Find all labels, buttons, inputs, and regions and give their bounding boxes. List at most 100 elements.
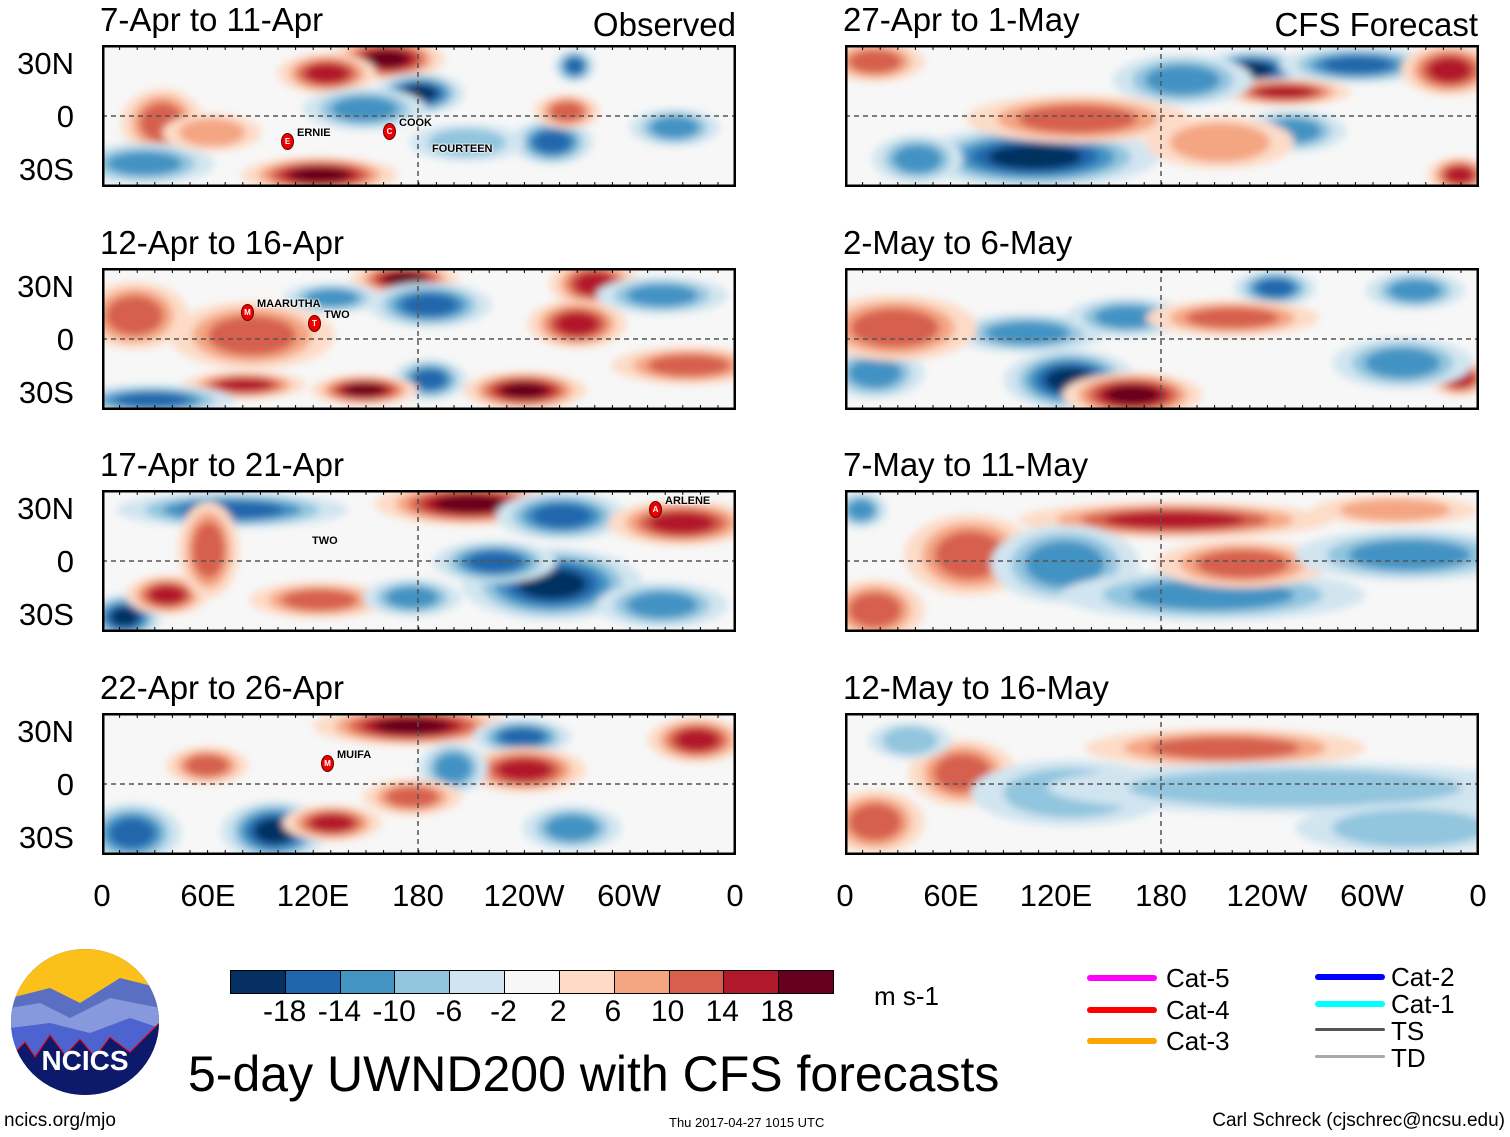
wind-contour <box>848 803 902 841</box>
panel-title: 27-Apr to 1-May <box>843 1 1080 38</box>
legend-label: Cat-5 <box>1166 963 1230 993</box>
wind-contour <box>107 151 182 176</box>
lon-label: 180 <box>392 878 444 913</box>
storm-marker: E <box>281 133 294 150</box>
wind-contour <box>934 531 1006 579</box>
colorbar-swatch <box>340 971 396 993</box>
wind-contour <box>555 312 599 336</box>
lon-label: 60W <box>1340 878 1404 913</box>
lat-label: 30N <box>17 491 74 526</box>
lon-label: 60W <box>597 878 661 913</box>
lon-label: 120E <box>276 878 350 913</box>
wind-anomaly-map <box>102 268 736 410</box>
storm-label: ERNIE <box>297 127 331 139</box>
lon-label: 0 <box>93 878 111 913</box>
lat-label: 0 <box>56 544 74 579</box>
wind-contour <box>549 101 585 122</box>
observed-label: Observed <box>592 6 736 43</box>
colorbar-tick-label: -18 <box>263 995 307 1028</box>
wind-contour <box>850 308 940 348</box>
wind-anomaly-map <box>845 713 1479 855</box>
footer-timestamp: Thu 2017-04-27 1015 UTC <box>669 1115 825 1130</box>
colorbar-swatch <box>614 971 670 993</box>
colorbar-tick-label: -10 <box>372 995 416 1028</box>
wind-contour <box>1150 736 1300 760</box>
wind-contour <box>305 63 349 84</box>
legend-label: Cat-4 <box>1166 995 1230 1025</box>
wind-contour <box>532 504 592 528</box>
wind-contour <box>1025 541 1105 587</box>
wind-contour <box>1145 65 1220 95</box>
lon-label: 60E <box>180 878 236 913</box>
wind-contour <box>305 289 359 307</box>
panel-title: 12-Apr to 16-Apr <box>100 224 344 261</box>
storm-label: MUIFA <box>337 749 372 761</box>
wind-contour <box>384 272 425 286</box>
lon-label: 120W <box>1226 878 1308 913</box>
wind-anomaly-map <box>845 45 1479 187</box>
colorbar-tick-label: 10 <box>650 995 685 1028</box>
colorbar-swatch <box>450 971 506 993</box>
storm-marker: C <box>383 123 396 140</box>
wind-contour <box>192 521 225 579</box>
wind-contour <box>207 315 297 356</box>
colorbar-tick-label: 14 <box>705 995 739 1028</box>
legend-line <box>1315 1001 1385 1007</box>
wind-contour <box>402 294 457 316</box>
wind-contour <box>1170 123 1270 162</box>
wind-contour <box>1255 85 1315 99</box>
wind-contour <box>848 592 902 628</box>
lat-label: 0 <box>56 322 74 357</box>
wind-anomaly-map <box>102 45 736 187</box>
wind-anomaly-map <box>845 268 1479 410</box>
lat-label: 30S <box>18 597 74 632</box>
storm-label: FOURTEEN <box>432 143 493 155</box>
colorbar-tick-label: -2 <box>490 995 517 1028</box>
wind-contour <box>848 358 902 388</box>
wind-contour <box>1105 511 1245 529</box>
lat-label: 30S <box>18 820 74 855</box>
ncics-logo: NCICS <box>11 949 159 1095</box>
wind-contour <box>846 499 876 521</box>
wind-contour <box>893 144 942 174</box>
wind-contour <box>105 295 164 336</box>
wind-contour <box>289 167 350 183</box>
lat-label: 30N <box>17 269 74 304</box>
colorbar-swatch <box>559 971 615 993</box>
wind-contour <box>545 814 599 842</box>
storm-label: ARLENE <box>665 495 711 507</box>
legend-label: Cat-3 <box>1166 1026 1230 1056</box>
lat-label: 30S <box>18 152 74 187</box>
lat-label: 0 <box>56 99 74 134</box>
wind-contour <box>374 717 450 735</box>
lon-label: 0 <box>836 878 854 913</box>
colorbar-tick-label: -6 <box>435 995 463 1028</box>
lon-label: 120W <box>483 878 565 913</box>
wind-contour <box>148 585 186 605</box>
legend-label: Cat-2 <box>1391 962 1455 992</box>
wind-contour <box>1339 498 1451 522</box>
panel-title: 22-Apr to 26-Apr <box>100 669 344 706</box>
footer-link[interactable]: ncics.org/mjo <box>4 1110 116 1131</box>
wind-contour <box>434 753 472 783</box>
lat-label: 30N <box>17 714 74 749</box>
wind-contour <box>626 591 698 619</box>
wind-contour <box>385 786 439 808</box>
wind-contour <box>626 284 698 307</box>
colorbar-swatch <box>669 971 725 993</box>
lat-label: 30N <box>17 46 74 81</box>
wind-contour <box>533 131 571 153</box>
wind-contour <box>1365 348 1440 378</box>
wind-contour <box>500 728 544 746</box>
wind-contour <box>310 814 354 832</box>
wind-contour <box>1094 305 1161 329</box>
colorbar-swatch <box>285 971 341 993</box>
wind-contour <box>1388 279 1442 302</box>
wind-contour <box>433 495 506 513</box>
colorbar-swatch <box>231 971 286 993</box>
wind-contour <box>115 392 189 408</box>
legend-line <box>1315 974 1385 980</box>
legend-line <box>1315 1028 1385 1031</box>
wind-anomaly-map <box>845 490 1479 632</box>
